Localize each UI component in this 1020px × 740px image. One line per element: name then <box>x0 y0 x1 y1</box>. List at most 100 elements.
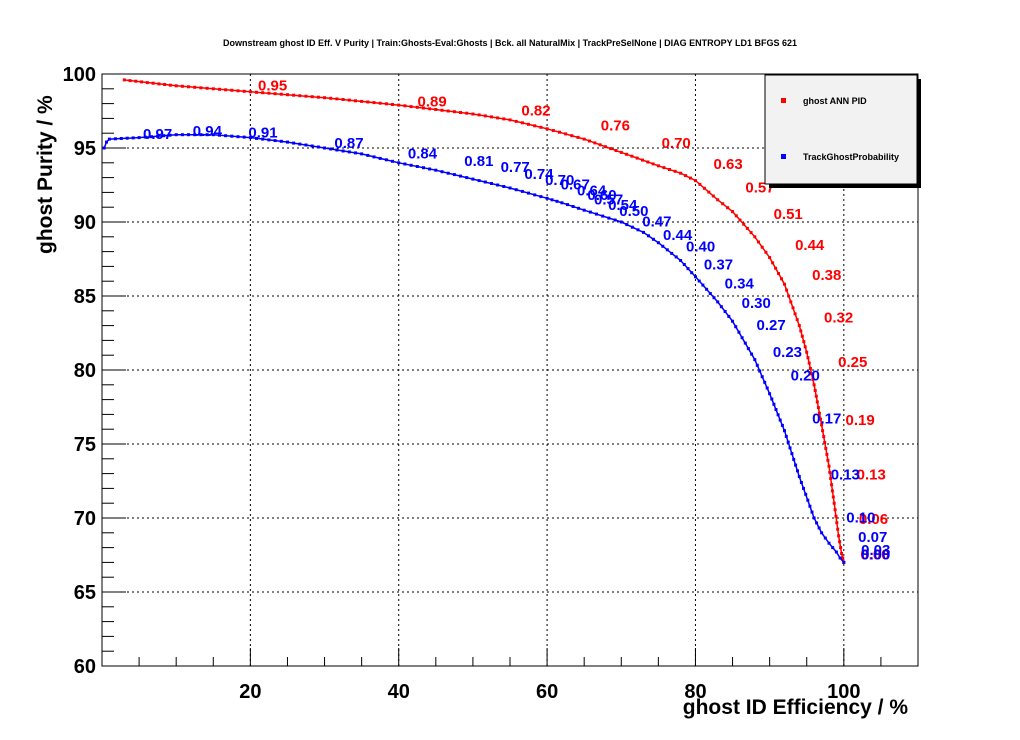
data-point-marker <box>255 90 258 94</box>
data-point-marker <box>316 145 320 149</box>
cut-value-label: 0.13 <box>857 467 886 484</box>
data-point-marker <box>576 135 580 139</box>
cut-value-label: 0.25 <box>838 354 867 371</box>
cut-value-label: 0.95 <box>258 77 287 94</box>
data-point-marker <box>397 161 401 165</box>
cut-value-label: 0.10 <box>846 510 875 527</box>
data-point-marker <box>642 230 645 234</box>
data-point-marker <box>705 287 709 291</box>
data-point-marker <box>835 521 839 525</box>
data-point-marker <box>694 275 697 279</box>
cut-value-label: 0.64 <box>577 182 607 199</box>
data-point-marker <box>806 498 810 502</box>
cut-value-label: 0.76 <box>601 117 630 134</box>
data-point-marker <box>162 134 166 138</box>
data-point-marker <box>440 170 444 174</box>
data-point-marker <box>310 144 314 148</box>
data-point-marker <box>366 153 370 157</box>
x-tick-label: 100 <box>827 681 860 703</box>
data-point-marker <box>459 174 462 178</box>
data-point-marker <box>490 182 493 185</box>
y-tick-label: 60 <box>74 656 96 678</box>
data-point-marker <box>558 130 561 134</box>
data-point-marker <box>797 475 801 479</box>
data-point-marker <box>446 109 450 113</box>
x-tick-label: 80 <box>684 681 706 703</box>
data-point-marker <box>789 300 793 304</box>
y-tick-label: 100 <box>63 64 96 86</box>
data-point-marker <box>471 177 475 181</box>
data-point-marker <box>821 429 825 433</box>
data-point-marker <box>784 434 788 438</box>
cut-label-layer: 0.95 0.89 0.82 0.76 0.70 0.63 0.57 0.51 0.44 0.38… <box>143 77 890 563</box>
series-layer <box>102 78 846 564</box>
data-point-marker <box>826 458 830 462</box>
data-point-marker <box>614 149 618 152</box>
cut-value-label: 0.37 <box>704 256 733 273</box>
data-point-marker <box>409 105 413 109</box>
data-point-marker <box>783 282 786 286</box>
data-point-marker <box>397 103 401 107</box>
data-point-marker <box>805 350 809 354</box>
data-point-marker <box>815 521 819 525</box>
data-point-marker <box>514 119 518 123</box>
data-point-marker <box>520 121 524 125</box>
data-point-marker <box>780 277 783 281</box>
data-point-marker <box>791 306 795 310</box>
data-point-marker <box>329 96 333 100</box>
data-point-marker <box>267 91 271 95</box>
data-point-marker <box>702 186 706 190</box>
data-point-marker <box>716 198 720 202</box>
data-point-marker <box>636 228 640 232</box>
data-point-marker <box>679 259 683 262</box>
data-point-marker <box>193 85 197 89</box>
data-point-marker <box>151 81 155 85</box>
cut-value-label: 0.00 <box>860 547 889 564</box>
data-point-marker <box>422 106 425 110</box>
data-point-marker <box>261 91 265 95</box>
y-axis-tick-labels: 60 65 70 75 80 85 90 95 100 <box>63 64 96 678</box>
data-point-marker <box>211 133 215 137</box>
data-point-marker <box>564 132 568 136</box>
data-point-marker <box>113 137 117 141</box>
data-point-marker <box>156 134 160 138</box>
data-point-marker <box>286 140 289 144</box>
data-point-marker <box>588 139 591 143</box>
data-point-marker <box>360 152 364 156</box>
data-point-marker <box>719 305 723 309</box>
cut-value-label: 0.81 <box>464 153 493 170</box>
data-point-marker <box>236 135 240 139</box>
data-point-marker <box>520 189 524 193</box>
data-point-marker <box>711 194 715 198</box>
data-point-marker <box>753 235 757 239</box>
data-point-marker <box>570 134 574 138</box>
data-point-marker <box>180 84 184 88</box>
data-point-marker <box>347 150 351 154</box>
data-point-marker <box>496 183 500 187</box>
cut-value-label: 0.54 <box>608 197 638 214</box>
data-point-marker <box>593 141 597 145</box>
cut-value-label: 0.30 <box>742 295 771 312</box>
data-point-marker <box>807 361 811 365</box>
data-point-marker <box>783 429 786 433</box>
data-point-marker <box>777 272 780 275</box>
legend-label-ghost-probability: TrackGhostProbability <box>803 152 899 162</box>
data-point-marker <box>242 135 246 139</box>
data-point-marker <box>768 392 772 396</box>
data-point-marker <box>774 408 778 411</box>
data-point-marker <box>248 136 252 140</box>
cut-value-label: 0.87 <box>334 135 363 152</box>
data-point-marker <box>803 345 807 349</box>
data-point-marker <box>808 504 812 508</box>
data-point-marker <box>796 469 799 473</box>
data-point-marker <box>598 143 602 147</box>
x-tick-label: 60 <box>536 681 558 703</box>
data-point-marker <box>199 86 203 90</box>
data-point-marker <box>758 369 762 373</box>
data-point-marker <box>689 176 692 180</box>
data-point-marker <box>550 198 554 202</box>
data-point-marker <box>749 231 753 235</box>
data-point-marker <box>174 84 178 88</box>
data-point-marker <box>335 97 339 101</box>
data-point-marker <box>199 133 203 137</box>
